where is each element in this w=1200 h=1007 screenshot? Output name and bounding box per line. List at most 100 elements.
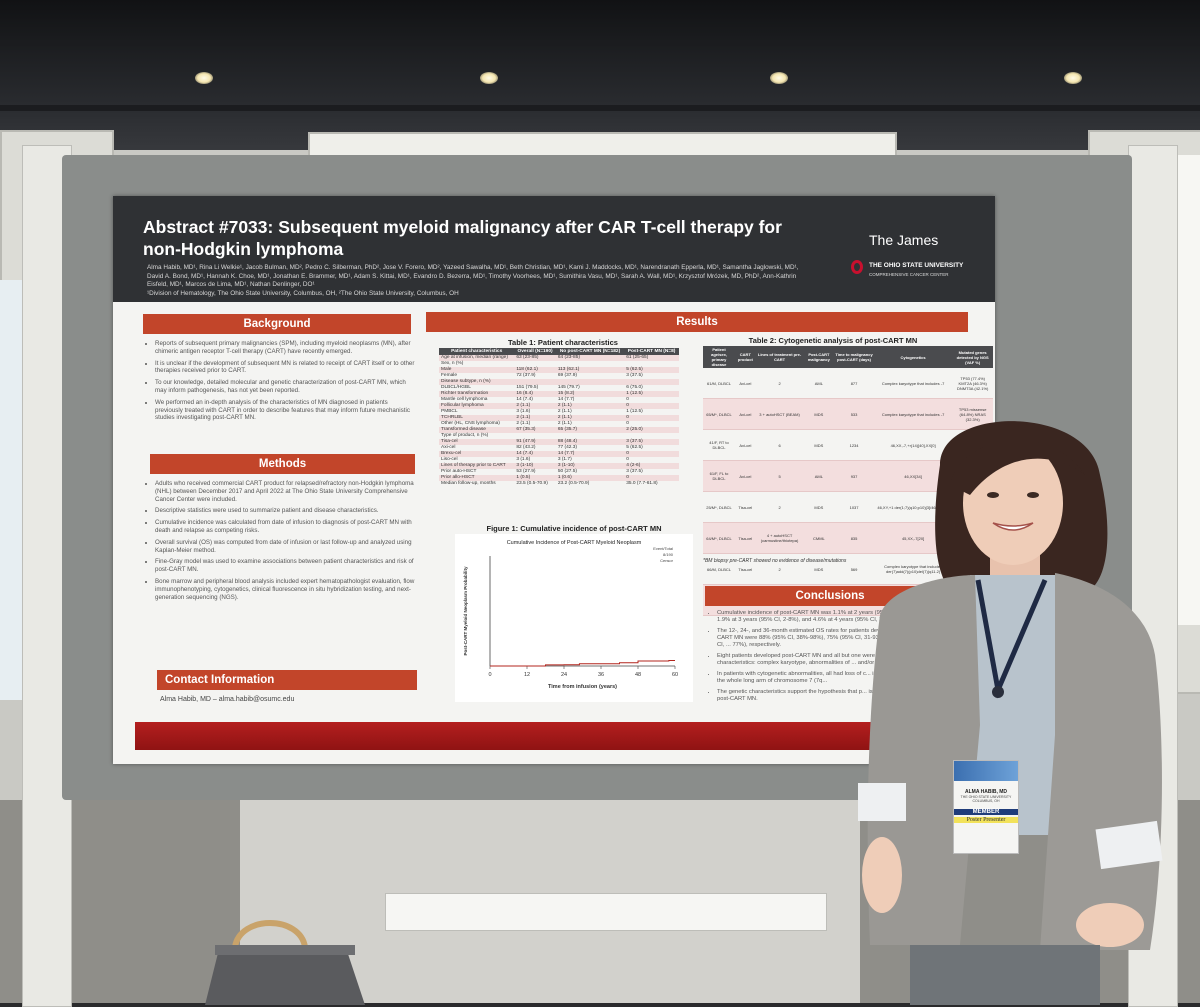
badge-role: Poster Presenter — [954, 817, 1018, 823]
ceiling-light — [480, 72, 498, 84]
table-cell: 67 (35.3) — [514, 427, 556, 433]
table-cell: 3 + autoHSCT (BEAM) — [755, 398, 804, 430]
table-cell: Tisa-cel — [735, 553, 756, 585]
chart-subtitle: Cumulative Incidence of Post-CART Myeloi… — [507, 540, 642, 546]
conclusions-bullet: The 12-, 24-, and 36-month estimated OS … — [717, 628, 917, 649]
table-cell: 1 (12.5) — [624, 391, 679, 397]
table-cell: 61/M, DLBCL — [703, 368, 736, 399]
figure1-chart: Cumulative Incidence of Post-CART Myeloi… — [463, 540, 678, 690]
table-cell: 5 (62.5) — [626, 445, 643, 450]
table-cell: MDS — [803, 491, 835, 523]
table-cell: 145 (79.7) — [557, 385, 580, 390]
table-cell: 63 (23-85) — [514, 355, 556, 361]
table-cell: 3 (1.6) — [516, 457, 531, 462]
table-cell: Axi-cel — [735, 398, 756, 430]
table-header-cell: Patient age/sex, primary disease — [703, 346, 736, 368]
affiliation-list: ¹Division of Hematology, The Ohio State … — [147, 289, 459, 297]
table-cell: 61/F, FL to DLBCL — [703, 460, 736, 492]
table-cell: 0 — [626, 457, 629, 462]
table-cell: Disease subtype, n (%) — [439, 379, 515, 385]
table-cell: PMBCL — [441, 409, 458, 414]
table-cell: 91 (47.9) — [514, 439, 556, 445]
table1-row: Other (HL, CNS lymphoma) 2 (1.1) 2 (1.1) 0 — [439, 421, 679, 427]
table1: Patient characteristics Overall (N=190) No… — [439, 348, 679, 487]
table-cell: 2 (1.1) — [557, 421, 572, 426]
table-cell: 6 — [755, 429, 804, 461]
ceiling-light — [195, 72, 213, 84]
conclusions-bullet: The genetic characteristics support the … — [717, 689, 917, 703]
legend-entry: Censor — [660, 558, 674, 563]
table-cell: 3 (1.6) — [516, 409, 531, 414]
table-cell: 35.0 (7.7-61.8) — [626, 481, 658, 486]
table-cell: 1037 — [834, 491, 874, 523]
legend-entry: Event/Total — [653, 546, 673, 551]
x-axis-label: Time from infusion (years) — [548, 684, 617, 690]
x-tick-label: 0 — [488, 672, 491, 678]
table-cell — [624, 379, 679, 385]
table-cell: Sex, n (%) — [441, 361, 464, 366]
table-header-cell: Overall (N=190) — [514, 348, 556, 355]
table-cell — [555, 379, 625, 385]
figure1-title: Figure 1: Cumulative incidence of post-C… — [486, 524, 662, 533]
table-cell: 3 (1-10) — [514, 463, 556, 469]
table-cell: 835 — [834, 522, 874, 554]
table-cell: 3 (37.5) — [624, 439, 679, 445]
table1-row: Brexu-cel 14 (7.4) 14 (7.7) 0 — [439, 451, 679, 457]
cancer-center-name: COMPREHENSIVE CANCER CENTER — [869, 272, 949, 277]
table-cell: 14 (7.7) — [557, 397, 575, 402]
table-cell: 25/M*, DLBCL — [703, 491, 736, 523]
contact-heading: Contact Information — [157, 670, 417, 690]
table1-row: Lines of therapy prior to CART 3 (1-10) 3 … — [439, 463, 679, 469]
table-cell — [514, 379, 556, 385]
table-cell: TP53 missense (64.8%) NRAS (32.3%) — [952, 398, 993, 430]
conclusions-bullet: Cumulative incidence of post-CART MN was… — [717, 610, 917, 624]
table1-row: Follicular lymphoma 2 (1.1) 2 (1.1) 0 — [439, 403, 679, 409]
presenter-photo — [858, 421, 1163, 1005]
table-cell: TP53 (77.4%) KMT2A (46.3%) DNMT3A (42.1%… — [952, 368, 993, 399]
table-cell: TCHRLBL — [439, 415, 515, 421]
table-cell: Male — [439, 367, 515, 373]
table1-title: Table 1: Patient characteristics — [508, 338, 618, 347]
table-cell: 53 (27.9) — [516, 469, 536, 474]
table-cell: MDS — [803, 553, 835, 585]
table-cell: 877 — [834, 368, 874, 399]
table-cell: 66/M, DLBCL — [703, 553, 736, 585]
x-tick-label: 60 — [672, 672, 678, 678]
table-cell: Axi-cel — [735, 460, 756, 492]
table-cell: 64/M*, DLBCL — [703, 522, 736, 554]
table-header-cell: Lines of treatment pre-CART — [755, 346, 804, 368]
table-cell: 41/F, RT to DLBCL — [703, 429, 736, 461]
table2-footnote: *BM biopsy pre-CART showed no evidence o… — [703, 558, 847, 564]
table-cell: 2 — [755, 553, 804, 585]
table-cell: Prior allo-HSCT — [439, 475, 515, 481]
series-line-8-190 — [490, 660, 675, 667]
y-axis-label: Post-CART Myeloid Neoplasm Probability — [463, 566, 468, 656]
table-cell: 15 (8.2) — [555, 391, 625, 397]
table-cell: Complex karyotype that includes -7 — [873, 398, 953, 430]
table-cell: 46,XX[34] — [873, 460, 953, 492]
methods-bullet: Fine-Gray model was used to examine asso… — [155, 558, 423, 574]
table-cell: 65 (35.7) — [555, 427, 625, 433]
table-cell: Lines of therapy prior to CART — [439, 463, 515, 469]
table-cell: 5 (62.5) — [624, 367, 679, 373]
table-cell: 3 (37.5) — [626, 373, 643, 378]
handbag-image — [205, 920, 365, 1005]
ceiling-light — [770, 72, 788, 84]
table1-row: Liso-cel 3 (1.6) 3 (1.7) 0 — [439, 457, 679, 463]
table-cell: 2 — [755, 491, 804, 523]
table1-row: Tisa-cel 91 (47.9) 88 (48.4) 3 (37.5) — [439, 439, 679, 445]
table-cell: Liso-cel — [441, 457, 458, 462]
table-cell: Tisa-cel — [439, 439, 515, 445]
table-cell: Type of product, n (%) — [441, 433, 489, 438]
table1-row: Mantle cell lymphoma 14 (7.4) 14 (7.7) 0 — [439, 397, 679, 403]
table-cell: MDS — [803, 429, 835, 461]
table-cell: 23.2 (0.5-70.9) — [557, 481, 590, 486]
table-cell: 69 (37.9) — [557, 373, 578, 378]
table1-row: Axi-cel 82 (43.2) 77 (42.3) 5 (62.5) — [439, 445, 679, 451]
table-cell: Axi-cel — [441, 445, 456, 450]
table2-title: Table 2: Cytogenetic analysis of post-CA… — [748, 336, 918, 345]
contact-text: Alma Habib, MD – alma.habib@osumc.edu — [160, 696, 295, 703]
table2-row: 61/M, DLBCL Axi-cel 2 AML 877 Complex karyoty… — [703, 368, 993, 399]
table-cell: 2 — [755, 368, 804, 399]
table-cell: 82 (43.2) — [516, 445, 536, 450]
